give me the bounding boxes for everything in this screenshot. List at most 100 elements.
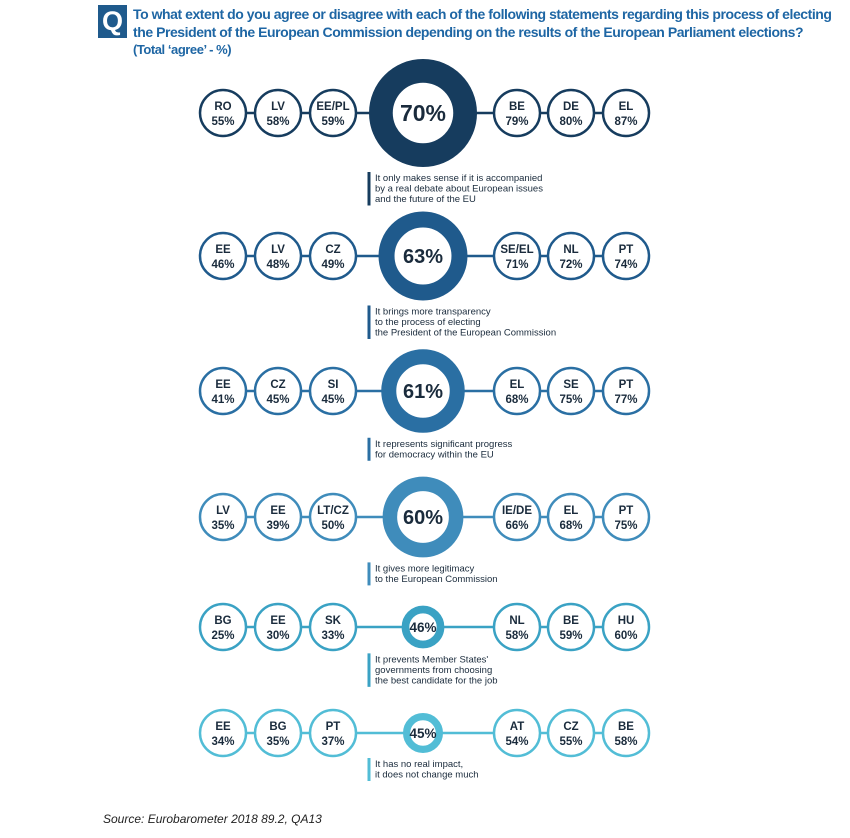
country-value-label: 55%: [211, 116, 234, 128]
country-value-label: 58%: [614, 736, 637, 748]
country-code-label: EL: [619, 101, 634, 113]
country-code-label: EL: [510, 379, 525, 391]
country-value-label: 59%: [321, 116, 344, 128]
country-value-label: 68%: [505, 394, 528, 406]
country-value-label: 50%: [321, 520, 344, 532]
country-value-label: 71%: [505, 259, 528, 271]
total-bubble: [382, 476, 464, 558]
country-code-label: BG: [214, 615, 231, 627]
country-bubble-low: [198, 602, 248, 652]
country-bubble-high: [601, 492, 651, 542]
country-code-label: EE: [270, 615, 286, 627]
country-bubble-low: [308, 602, 358, 652]
country-code-label: NL: [509, 615, 524, 627]
country-bubble-high: [601, 88, 651, 138]
country-bubble-high: [492, 88, 542, 138]
total-bubble: [378, 211, 468, 301]
country-bubble-high: [546, 602, 596, 652]
country-code-label: CZ: [563, 721, 578, 733]
country-code-label: EL: [564, 505, 579, 517]
country-code-label: BE: [509, 101, 525, 113]
total-value-label: 61%: [403, 381, 443, 403]
country-bubble-low: [253, 88, 303, 138]
country-code-label: PT: [326, 721, 341, 733]
country-bubble-high: [492, 366, 542, 416]
source-note: Source: Eurobarometer 2018 89.2, QA13: [103, 812, 322, 826]
statement-text: the best candidate for the job: [375, 675, 498, 686]
country-value-label: 77%: [614, 394, 637, 406]
total-value-label: 63%: [403, 246, 443, 268]
country-bubble-high: [546, 88, 596, 138]
statement-text: to the process of electing: [375, 317, 481, 328]
country-bubble-low: [308, 492, 358, 542]
country-code-label: EE: [215, 379, 231, 391]
total-bubble-hole: [392, 82, 454, 144]
country-bubble-low: [198, 708, 248, 758]
country-value-label: 45%: [266, 394, 289, 406]
country-bubble-high: [492, 492, 542, 542]
country-value-label: 46%: [211, 259, 234, 271]
country-value-label: 87%: [614, 116, 637, 128]
country-code-label: SI: [328, 379, 339, 391]
country-value-label: 79%: [505, 116, 528, 128]
country-value-label: 58%: [266, 116, 289, 128]
country-value-label: 54%: [505, 736, 528, 748]
question-line-1: To what extent do you agree or disagree …: [133, 6, 832, 22]
total-bubble: [401, 605, 445, 649]
statement-text: It represents significant progress: [375, 439, 513, 450]
country-value-label: 55%: [559, 736, 582, 748]
country-value-label: 59%: [559, 630, 582, 642]
country-value-label: 68%: [559, 520, 582, 532]
statement-text: governments from choosing: [375, 665, 492, 676]
country-bubble-high: [546, 492, 596, 542]
country-bubble-low: [198, 366, 248, 416]
country-bubble-high: [492, 708, 542, 758]
total-value-label: 60%: [403, 507, 443, 529]
country-code-label: BE: [563, 615, 579, 627]
question-header: Q To what extent do you agree or disagre…: [98, 5, 838, 67]
country-code-label: CZ: [270, 379, 285, 391]
country-bubble-high: [601, 231, 651, 281]
question-text: To what extent do you agree or disagree …: [133, 5, 850, 59]
country-bubble-low: [198, 492, 248, 542]
country-value-label: 80%: [559, 116, 582, 128]
country-value-label: 75%: [559, 394, 582, 406]
question-line-2: the President of the European Commission…: [133, 24, 804, 40]
statement-text: to the European Commission: [375, 574, 498, 585]
country-value-label: 66%: [505, 520, 528, 532]
country-code-label: HU: [618, 615, 635, 627]
country-code-label: EE/PL: [316, 101, 349, 113]
country-code-label: PT: [619, 379, 634, 391]
country-value-label: 34%: [211, 736, 234, 748]
country-value-label: 30%: [266, 630, 289, 642]
country-bubble-low: [253, 708, 303, 758]
statement-text: It gives more legitimacy: [375, 563, 475, 574]
country-bubble-high: [601, 708, 651, 758]
country-code-label: AT: [510, 721, 524, 733]
country-code-label: SE: [563, 379, 579, 391]
country-value-label: 72%: [559, 259, 582, 271]
country-value-label: 58%: [505, 630, 528, 642]
question-subtitle: (Total ‘agree’ - %): [133, 42, 232, 57]
country-code-label: IE/DE: [502, 505, 532, 517]
statement-text: the President of the European Commission: [375, 327, 556, 338]
country-code-label: EE: [215, 721, 231, 733]
total-value-label: 46%: [409, 620, 436, 635]
country-bubble-low: [253, 602, 303, 652]
statement-text: by a real debate about European issues: [375, 184, 543, 195]
total-bubble: [381, 349, 465, 433]
country-value-label: 41%: [211, 394, 234, 406]
total-value-label: 45%: [409, 726, 436, 741]
country-bubble-high: [546, 366, 596, 416]
country-bubble-low: [198, 88, 248, 138]
statement-text: and the future of the EU: [375, 194, 476, 205]
country-code-label: BG: [269, 721, 286, 733]
country-bubble-low: [308, 88, 358, 138]
statement-text: it does not change much: [375, 770, 479, 781]
country-code-label: BE: [618, 721, 634, 733]
country-value-label: 39%: [266, 520, 289, 532]
country-bubble-high: [492, 602, 542, 652]
country-bubble-high: [601, 602, 651, 652]
country-value-label: 49%: [321, 259, 344, 271]
